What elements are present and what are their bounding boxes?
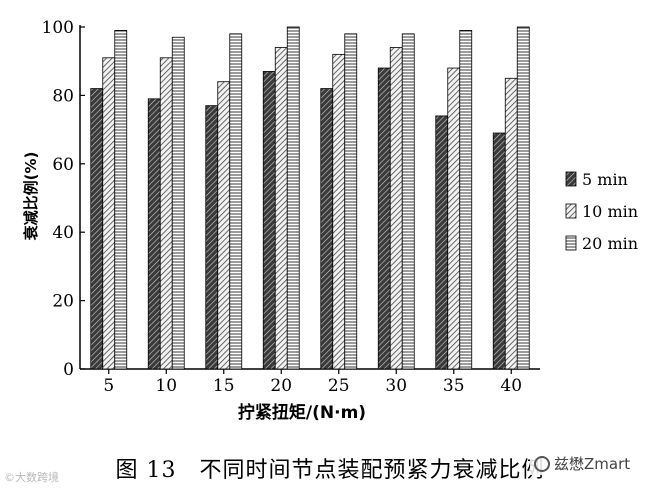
watermark-right-text: 兹懋Zmart (554, 455, 631, 473)
bar (492, 132, 506, 370)
x-tick-label: 10 (155, 376, 177, 396)
bar (401, 33, 415, 370)
bar (286, 26, 300, 370)
bar (320, 88, 334, 370)
legend-label: 5 min (582, 170, 628, 189)
bar (274, 47, 288, 370)
bar (504, 77, 518, 370)
x-axis-label: 拧紧扭矩/(N·m) (238, 402, 366, 423)
bar (332, 53, 346, 370)
bar (447, 67, 461, 370)
y-tick-label: 40 (52, 223, 74, 243)
legend-swatch (565, 171, 577, 187)
bar (229, 33, 243, 370)
y-tick-label: 80 (52, 86, 74, 106)
bar (205, 105, 219, 370)
x-tick-label: 5 (103, 376, 114, 396)
bar (102, 57, 116, 370)
bars (90, 26, 530, 370)
figure-caption: 图 13 不同时间节点装配预紧力衰减比例 (115, 458, 545, 483)
bar (377, 67, 391, 370)
bar-chart: 5 10 15 20 25 30 35 40 0 20 40 60 80 100 5 min 10 min… (22, 18, 638, 423)
wechat-icon (534, 455, 550, 472)
legend: 5 min 10 min 20 min (565, 170, 638, 253)
y-tick-label: 20 (52, 292, 74, 312)
watermark-left: ©大数跨境 (4, 471, 59, 484)
bar (344, 33, 358, 370)
legend-swatch (565, 203, 577, 219)
x-tick-label: 30 (385, 376, 407, 396)
y-axis-label: 衰减比例(%) (22, 152, 40, 242)
bar (90, 88, 104, 370)
y-tick-labels: 0 20 40 60 80 100 (42, 18, 85, 380)
legend-swatch (565, 235, 577, 251)
bar (217, 81, 231, 370)
x-tick-label: 40 (500, 376, 522, 396)
x-tick-label: 25 (328, 376, 350, 396)
bar (159, 57, 173, 370)
bar (262, 71, 276, 370)
x-tick-labels: 5 10 15 20 25 30 35 40 (103, 369, 522, 396)
bar (435, 115, 449, 370)
bar (171, 36, 185, 370)
watermark-right: 兹懋Zmart (530, 452, 635, 475)
bar (516, 26, 530, 370)
bar (459, 30, 473, 370)
legend-label: 10 min (582, 202, 638, 221)
y-tick-label: 60 (52, 155, 74, 175)
x-tick-label: 35 (443, 376, 465, 396)
bar (389, 47, 403, 370)
y-tick-label: 0 (63, 360, 74, 380)
bar (147, 98, 161, 370)
bar (114, 30, 128, 370)
legend-label: 20 min (582, 234, 638, 253)
y-tick-label: 100 (42, 18, 74, 38)
x-tick-label: 15 (213, 376, 235, 396)
x-tick-label: 20 (270, 376, 292, 396)
